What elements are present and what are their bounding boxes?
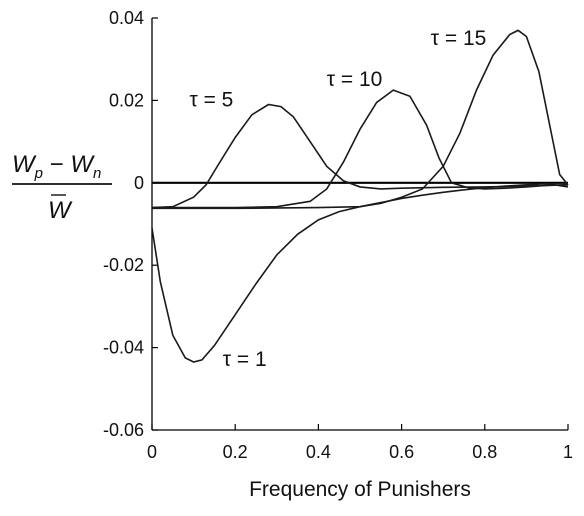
x-tick-label: 0.4 [306,442,331,462]
series-line-4 [152,29,569,210]
series-line-2 [151,103,569,209]
svg-text:Wp − Wn: Wp − Wn [12,151,101,182]
y-tick-label: 0 [134,173,144,193]
x-tick-label: 0.8 [472,442,497,462]
x-tick-label: 1 [563,442,573,462]
plot-frame [151,18,568,431]
ylabel-minus: − [43,151,70,178]
ticks-group: 0 0.2 0.4 0.6 0.8 1 0.04 0.02 0 -0.02 -0.04 -0.06 [103,8,573,462]
x-tick-label: 0.2 [223,442,248,462]
ylabel-numerator-right: W [70,151,95,178]
y-tick-label: 0.04 [109,8,144,28]
ylabel-sub-p: p [34,165,43,182]
y-axis-title: Wp − Wn W [12,151,112,224]
y-tick-label: -0.04 [103,338,144,358]
y-tick-label: -0.06 [103,420,144,440]
series-annotation: τ = 5 [189,89,233,112]
series-annotation: τ = 15 [431,27,487,50]
ylabel-denominator: W [48,197,73,224]
y-tick-label: 0.02 [109,90,144,110]
series-line-3 [152,89,569,209]
series-annotation: τ = 10 [327,68,383,91]
series-group [151,29,569,363]
ylabel-sub-n: n [93,165,101,182]
y-tick-label: -0.02 [103,255,144,275]
ylabel-numerator-left: W [12,151,37,178]
series-annotation: τ = 1 [223,348,267,371]
x-tick-label: 0.6 [389,442,414,462]
series-line-1 [151,182,569,363]
annotations-group: τ = 1 τ = 5 τ = 10 τ = 15 [189,27,486,371]
x-tick-label: 0 [147,442,157,462]
x-axis-title: Frequency of Punishers [249,478,471,501]
